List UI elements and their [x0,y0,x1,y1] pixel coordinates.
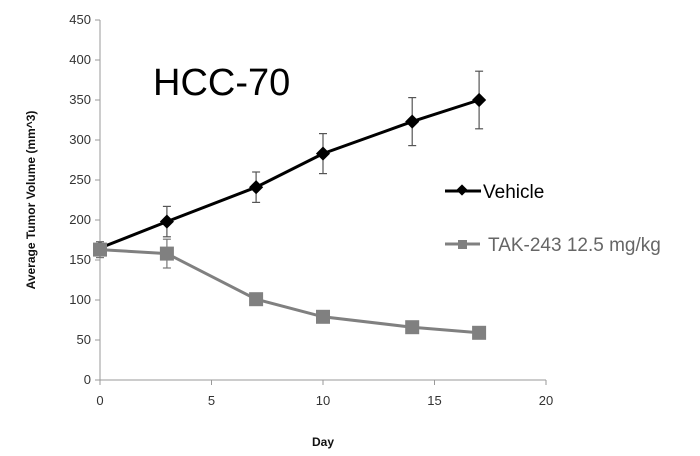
data-point [159,214,174,229]
legend-tak-marker [458,240,467,249]
x-axis-label: Day [312,435,334,449]
y-tick-label: 400 [69,52,91,67]
legend-vehicle-marker [456,184,468,196]
y-tick-label: 100 [69,292,91,307]
data-point [315,146,331,161]
y-tick-label: 350 [69,92,91,107]
x-tick-label: 15 [427,393,441,408]
data-point [249,180,264,195]
y-tick-label: 250 [69,172,91,187]
data-point [472,325,487,340]
x-tick-label: 0 [96,393,103,408]
x-tick-label: 20 [539,393,553,408]
chart-title: HCC-70 [153,62,290,104]
axes: 0 50 100 150 200 250 300 350 400 450 0 5 10 15 20 [69,12,553,408]
data-point [93,242,107,257]
series-group [92,70,487,340]
y-tick-label: 50 [77,332,91,347]
data-point [405,320,420,335]
legend-tak-label: TAK-243 12.5 mg/kg [488,235,661,256]
x-tick-label: 10 [316,393,330,408]
series-tak-243 [93,238,487,340]
y-axis-label: Average Tumor Volume (mm^3) [24,111,38,290]
legend-vehicle-label: Vehicle [483,182,544,203]
y-tick-label: 300 [69,132,91,147]
y-tick-label: 0 [84,372,91,387]
data-point [316,309,330,324]
series-line [99,98,480,250]
series-line [99,248,480,335]
legend: Vehicle TAK-243 12.5 mg/kg [445,182,661,256]
data-point [249,292,264,307]
data-point [159,246,174,261]
y-tick-label: 150 [69,252,91,267]
y-tick-label: 200 [69,212,91,227]
y-tick-label: 450 [69,12,91,27]
data-point [472,92,487,108]
data-point [405,114,420,129]
x-tick-label: 5 [208,393,215,408]
